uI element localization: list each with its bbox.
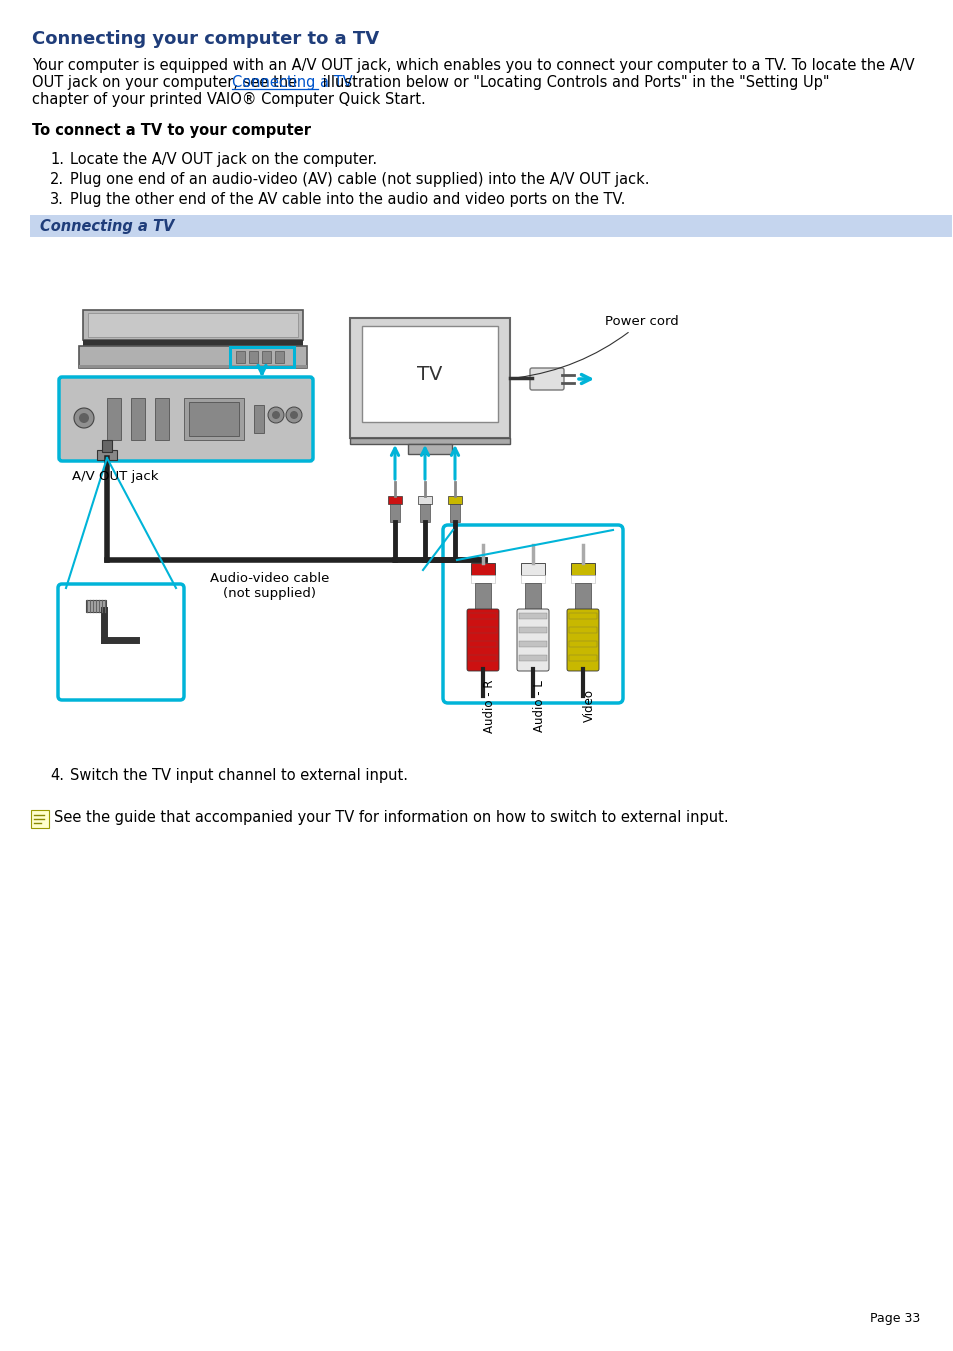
Bar — [253, 405, 264, 434]
Circle shape — [74, 408, 94, 428]
Bar — [575, 584, 590, 611]
Bar — [262, 351, 271, 363]
Bar — [571, 576, 595, 584]
Bar — [520, 576, 544, 584]
FancyBboxPatch shape — [467, 609, 498, 671]
Bar — [86, 600, 106, 612]
Text: To connect a TV to your computer: To connect a TV to your computer — [32, 123, 311, 138]
Bar — [524, 584, 540, 611]
Bar — [568, 640, 597, 647]
Text: 1.: 1. — [50, 153, 64, 168]
Text: Audio - L: Audio - L — [533, 680, 545, 732]
Text: Audio-video cable
(not supplied): Audio-video cable (not supplied) — [210, 571, 330, 600]
Bar — [471, 576, 495, 584]
Text: Audio - R: Audio - R — [482, 680, 496, 732]
Bar — [568, 655, 597, 661]
Bar — [475, 584, 491, 611]
Text: Connecting a TV: Connecting a TV — [40, 219, 174, 234]
Circle shape — [272, 411, 280, 419]
Bar — [469, 613, 497, 619]
Bar — [107, 399, 121, 440]
Bar — [30, 215, 951, 236]
Bar — [97, 450, 117, 459]
Bar — [417, 496, 432, 504]
FancyBboxPatch shape — [350, 317, 510, 438]
Bar — [518, 613, 546, 619]
Bar — [88, 313, 297, 336]
Bar — [568, 627, 597, 634]
Bar — [388, 496, 401, 504]
Bar — [469, 640, 497, 647]
FancyBboxPatch shape — [30, 811, 49, 828]
Bar — [448, 496, 461, 504]
Text: Locate the A/V OUT jack on the computer.: Locate the A/V OUT jack on the computer. — [70, 153, 376, 168]
Bar — [571, 563, 595, 576]
Bar — [131, 399, 145, 440]
Bar — [189, 403, 239, 436]
Text: 4.: 4. — [50, 767, 64, 784]
Bar — [350, 438, 510, 444]
FancyBboxPatch shape — [517, 609, 548, 671]
Circle shape — [290, 411, 297, 419]
Bar — [390, 504, 399, 521]
Circle shape — [286, 407, 302, 423]
Bar — [469, 627, 497, 634]
Bar — [520, 563, 544, 576]
Text: Connecting a TV: Connecting a TV — [232, 76, 353, 91]
Bar — [361, 326, 497, 422]
FancyBboxPatch shape — [59, 377, 313, 461]
Text: 3.: 3. — [50, 192, 64, 207]
Text: A/V OUT jack: A/V OUT jack — [71, 470, 158, 484]
Circle shape — [79, 413, 89, 423]
FancyBboxPatch shape — [530, 367, 563, 390]
Text: OUT jack on your computer, see the: OUT jack on your computer, see the — [32, 76, 301, 91]
Bar — [408, 444, 452, 454]
Text: Video: Video — [582, 689, 596, 723]
Text: Plug the other end of the AV cable into the audio and video ports on the TV.: Plug the other end of the AV cable into … — [70, 192, 625, 207]
Text: illustration below or "Locating Controls and Ports" in the "Setting Up": illustration below or "Locating Controls… — [317, 76, 828, 91]
Text: See the guide that accompanied your TV for information on how to switch to exter: See the guide that accompanied your TV f… — [54, 811, 728, 825]
Bar — [518, 640, 546, 647]
Text: Connecting your computer to a TV: Connecting your computer to a TV — [32, 30, 378, 49]
Bar — [518, 627, 546, 634]
Bar — [83, 340, 303, 346]
Text: chapter of your printed VAIO® Computer Quick Start.: chapter of your printed VAIO® Computer Q… — [32, 92, 425, 107]
Bar — [450, 504, 459, 521]
Text: Plug one end of an audio-video (AV) cable (not supplied) into the A/V OUT jack.: Plug one end of an audio-video (AV) cabl… — [70, 172, 649, 186]
Text: Switch the TV input channel to external input.: Switch the TV input channel to external … — [70, 767, 408, 784]
Circle shape — [268, 407, 284, 423]
Bar — [235, 351, 245, 363]
Text: 2.: 2. — [50, 172, 64, 186]
Bar — [471, 563, 495, 576]
Bar — [184, 399, 244, 440]
Bar — [568, 613, 597, 619]
FancyBboxPatch shape — [79, 346, 307, 367]
FancyBboxPatch shape — [566, 609, 598, 671]
FancyBboxPatch shape — [442, 526, 622, 703]
Text: Your computer is equipped with an A/V OUT jack, which enables you to connect you: Your computer is equipped with an A/V OU… — [32, 58, 914, 73]
Bar — [102, 440, 112, 453]
FancyBboxPatch shape — [83, 309, 303, 340]
Text: Page 33: Page 33 — [869, 1312, 919, 1325]
Text: TV: TV — [416, 365, 442, 384]
Bar — [154, 399, 169, 440]
Bar — [79, 365, 307, 367]
Bar — [469, 655, 497, 661]
Bar — [249, 351, 257, 363]
FancyBboxPatch shape — [58, 584, 184, 700]
Text: Power cord: Power cord — [517, 315, 678, 378]
Bar — [518, 655, 546, 661]
Bar — [419, 504, 430, 521]
Bar — [274, 351, 284, 363]
